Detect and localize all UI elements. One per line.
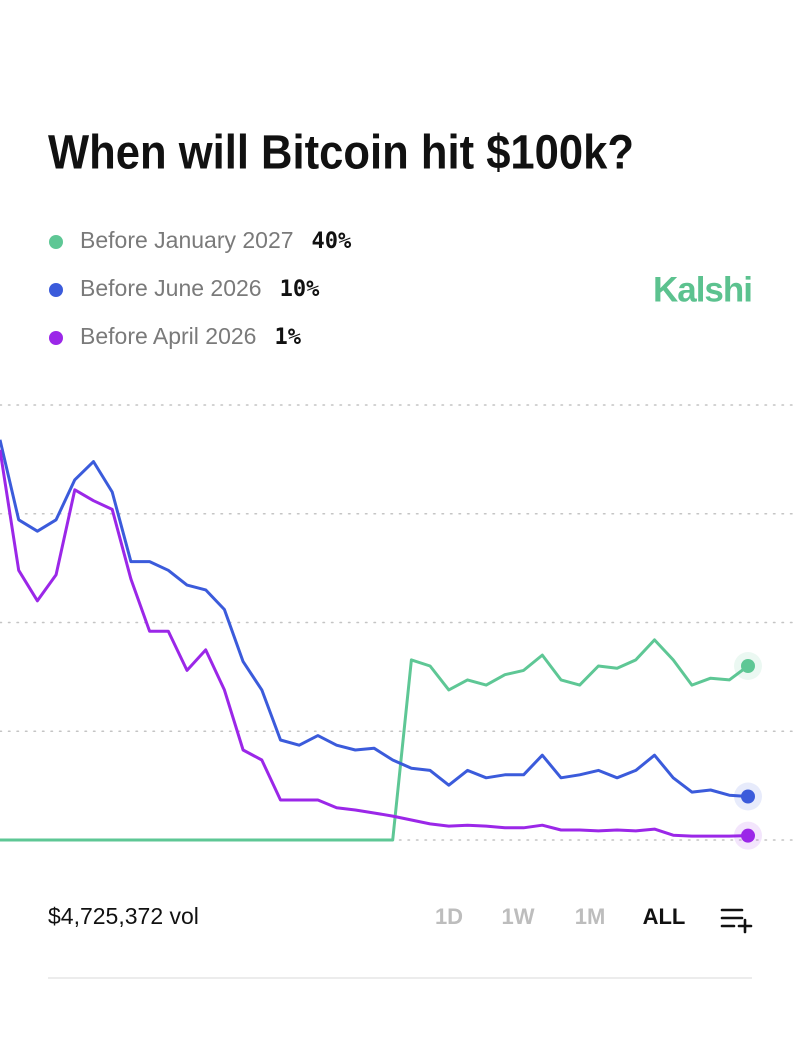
end-dot <box>741 789 755 804</box>
legend-value: 10% <box>280 277 320 302</box>
list-add-icon[interactable] <box>720 908 753 934</box>
brand-logo: Kalshi <box>653 270 752 309</box>
legend-dot <box>49 235 63 249</box>
volume: $4,725,372 vol <box>48 903 199 929</box>
chart-title: When will Bitcoin hit $100k? <box>48 127 634 180</box>
legend-value: 1% <box>274 325 301 350</box>
legend-dot <box>49 283 63 297</box>
legend-label: Before June 2026 <box>80 275 262 301</box>
end-dot <box>741 828 755 843</box>
range-button[interactable]: ALL <box>643 904 686 929</box>
range-button[interactable]: 1M <box>575 904 606 929</box>
range-button[interactable]: 1W <box>502 904 535 929</box>
legend-value: 40% <box>312 229 352 254</box>
range-button[interactable]: 1D <box>435 904 463 929</box>
series-line <box>0 638 749 842</box>
series-line <box>0 449 749 838</box>
end-dot <box>741 659 755 673</box>
legend-label: Before January 2027 <box>80 227 294 253</box>
legend-label: Before April 2026 <box>80 323 256 349</box>
legend-dot <box>49 331 63 345</box>
series-line <box>0 439 749 798</box>
